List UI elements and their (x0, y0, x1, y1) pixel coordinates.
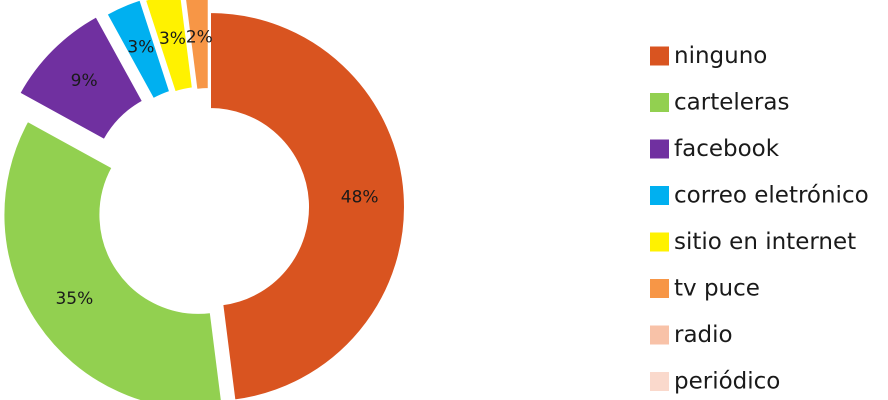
legend-item-correo-eletronico: correo eletrónico (650, 183, 869, 209)
legend-item-ninguno: ninguno (650, 43, 767, 69)
legend-item-periodico: periódico (650, 369, 780, 395)
legend-label-ninguno: ninguno (674, 43, 767, 69)
legend-label-tv-puce: tv puce (674, 276, 760, 302)
legend-swatch-sitio-en-internet (650, 232, 669, 252)
legend-swatch-radio (650, 325, 669, 345)
legend-item-tv-puce: tv puce (650, 276, 760, 302)
legend-label-sitio-en-internet: sitio en internet (674, 229, 856, 255)
slice-tv-puce (184, 0, 210, 91)
slice-carteleras (2, 119, 223, 400)
legend-label-radio: radio (674, 322, 733, 348)
slice-label-ninguno: 48% (341, 188, 379, 208)
legend-swatch-periodico (650, 372, 669, 391)
slice-ninguno (209, 10, 406, 400)
slice-label-tv-puce: 2% (186, 27, 213, 47)
slice-labels: 48%35%9%3% 3% 2% (55, 27, 378, 309)
legend-label-facebook: facebook (674, 136, 780, 162)
legend-swatch-correo-eletronico (650, 186, 669, 205)
slice-label-correo-eletronico: 3% (127, 37, 154, 57)
legend-swatch-ninguno (650, 46, 669, 66)
slice-label-facebook: 9% (71, 71, 98, 91)
slice-correo-eletronico (105, 0, 172, 101)
legend-item-carteleras: carteleras (650, 90, 789, 116)
slice-label-carteleras: 35% (55, 289, 93, 309)
donut-slices (2, 0, 406, 400)
legend-item-facebook: facebook (650, 136, 780, 162)
legend-item-radio: radio (650, 322, 733, 348)
legend-label-correo-eletronico: correo eletrónico (674, 183, 869, 209)
legend-swatch-carteleras (650, 93, 669, 112)
slice-facebook (17, 14, 145, 142)
slice-sitio-en-internet (143, 0, 195, 94)
legend-label-carteleras: carteleras (674, 90, 789, 116)
legend-item-sitio-en-internet: sitio en internet (650, 229, 856, 255)
slice-label-sitio-en-internet: 3% (159, 29, 186, 49)
legend-label-periodico: periódico (674, 369, 780, 395)
legend: ninguno carteleras facebook correo eletróni… (650, 43, 869, 395)
legend-swatch-tv-puce (650, 279, 669, 298)
legend-swatch-facebook (650, 139, 669, 159)
